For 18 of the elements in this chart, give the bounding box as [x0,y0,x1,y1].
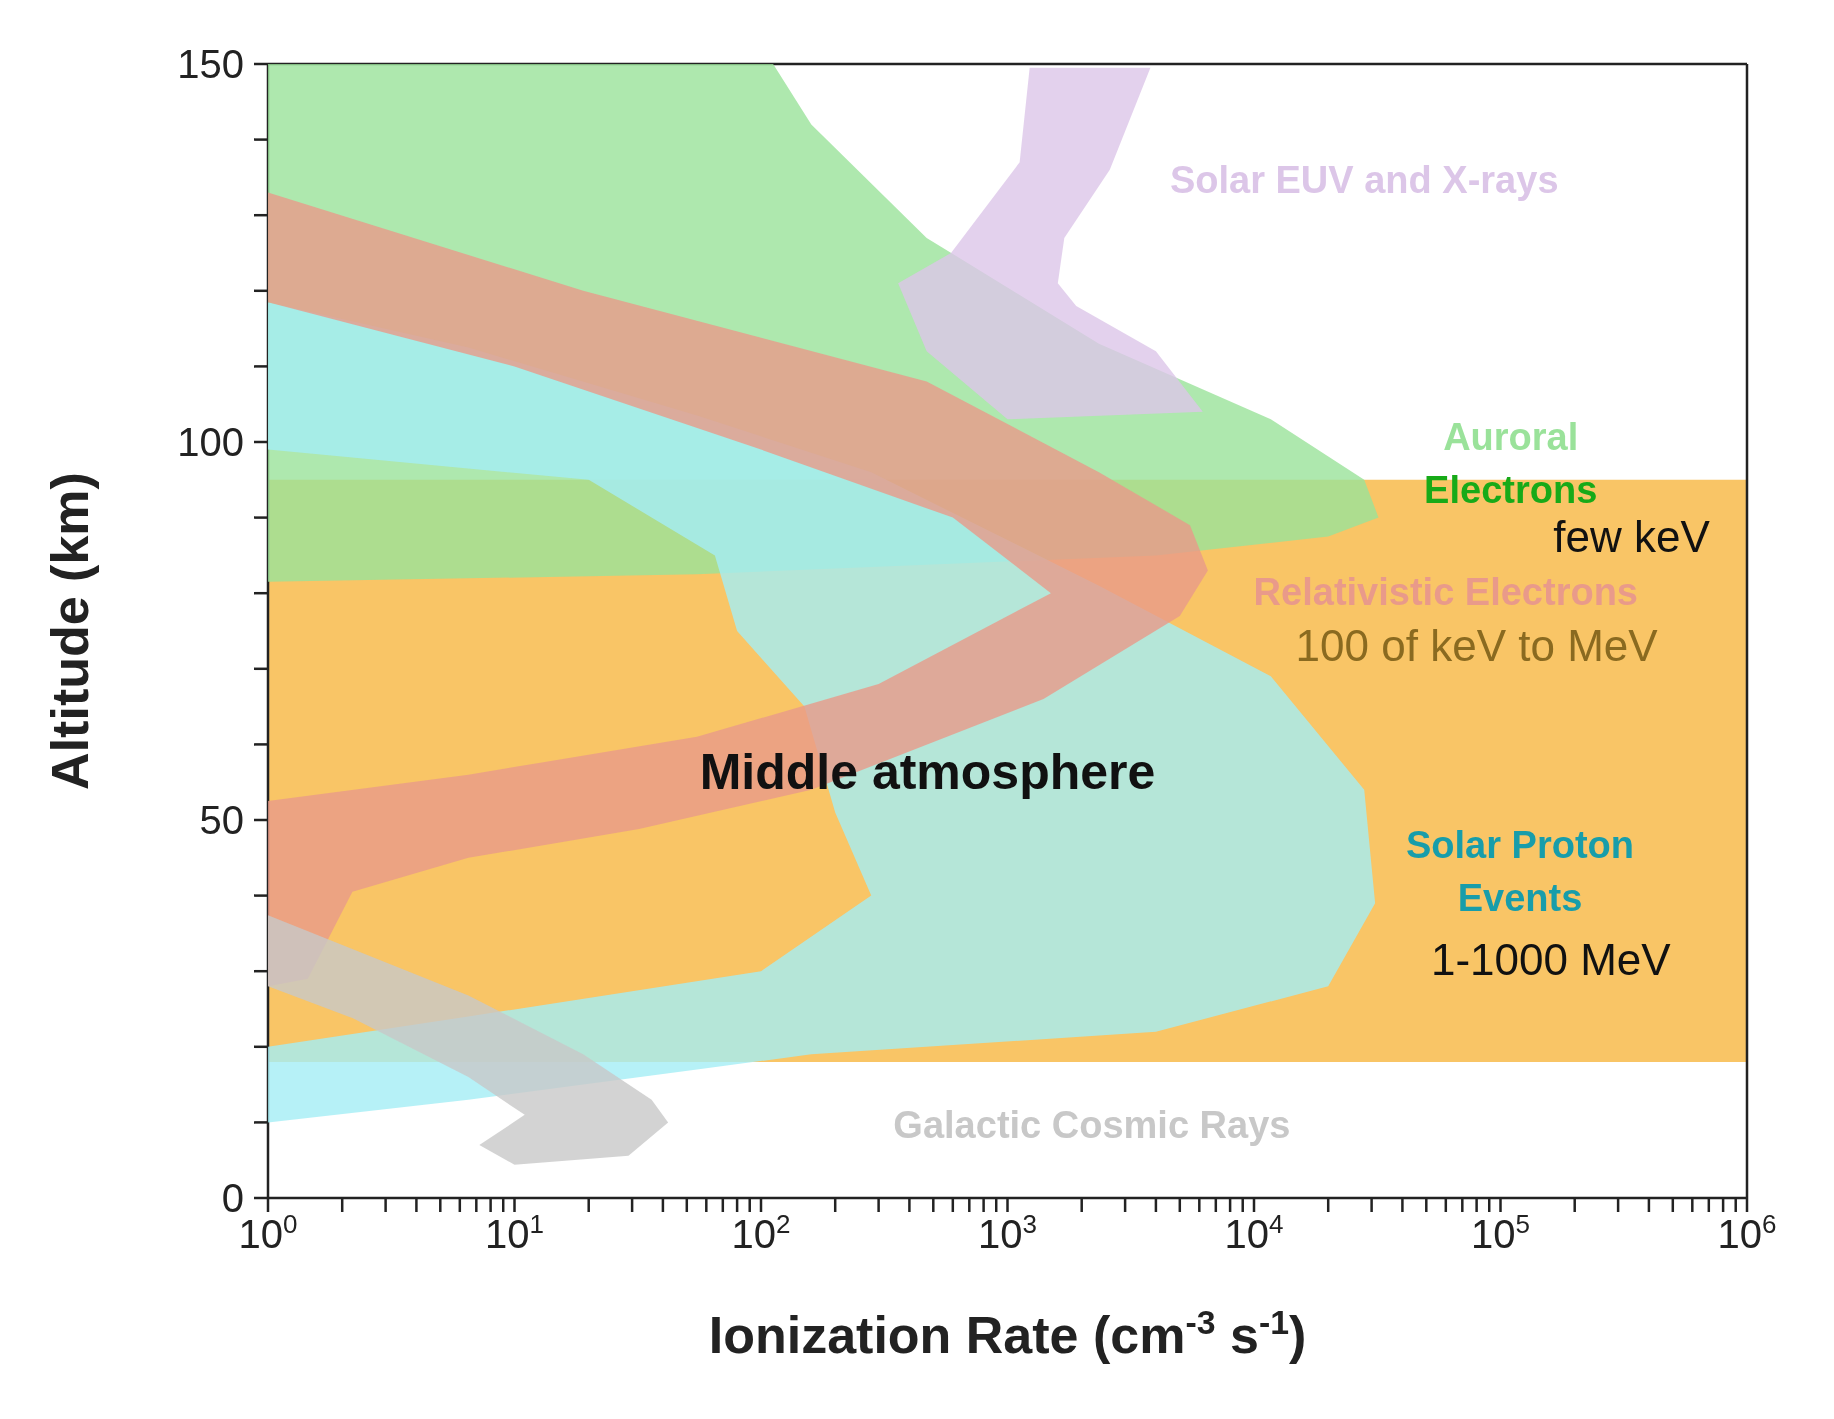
x-tick-label: 10$^{6}$ [1717,1209,1777,1256]
x-tick-label: 10$^{3}$ [978,1209,1037,1256]
y-axis-title: Altitude (km) [41,472,99,790]
series-label: Auroral Electrons [1424,416,1598,512]
series-label: Solar Proton Events [1406,823,1635,919]
annotation: 100 of keV to MeV [1295,621,1659,671]
x-tick-label: 10$^{1}$ [485,1209,544,1256]
annotation: 1-1000 MeV [1430,934,1672,984]
x-tick-label: 10$^{4}$ [1224,1209,1284,1256]
x-tick-label: 10$^{2}$ [731,1209,791,1256]
y-tick-label: 50 [199,798,244,842]
x-axis-title: Ionization Rate (cm$^{-3}$ s$^{-1}$) [708,1303,1307,1364]
annotation: few keV [1553,511,1711,561]
x-tick-label: 10$^{5}$ [1471,1209,1530,1256]
band-label: Middle atmosphere [699,743,1156,800]
y-tick-label: 100 [177,420,244,464]
y-tick-label: 150 [177,42,244,86]
series-label: Solar EUV and X-rays [1169,158,1559,201]
